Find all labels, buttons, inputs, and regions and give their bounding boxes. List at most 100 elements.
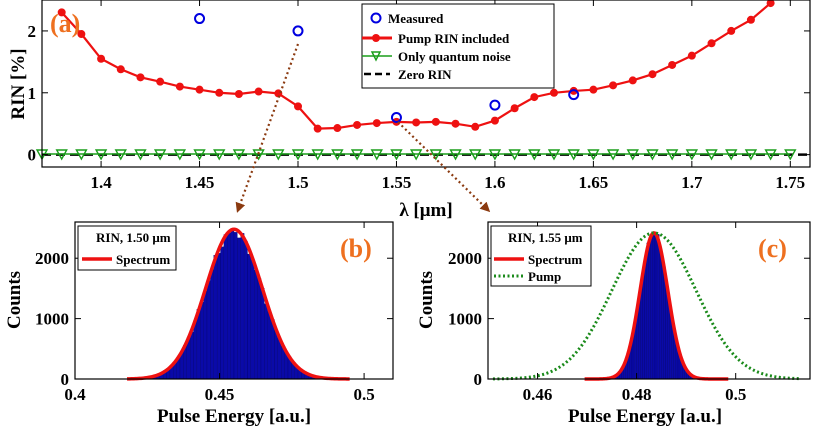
panel-a-legend: Measured Pump RIN included Only quantum … [361,3,555,89]
legend-title: RIN, 1.50 μm [96,230,171,245]
measured-point [489,99,501,111]
histogram-bar [237,237,241,380]
pump-rin-point [746,15,755,24]
quantum-noise-point [784,149,797,161]
panel-b-label: (b) [340,234,372,263]
quantum-noise-point [252,149,265,161]
legend-box [77,225,177,271]
histogram-bar [210,269,214,380]
pump-rin-point [510,104,519,113]
quantum-noise-point [665,149,679,161]
histogram-bar [190,331,194,380]
legend-spectrum: Spectrum [528,252,582,267]
pump-rin-point [215,88,224,97]
histogram-bar [216,253,221,380]
measured-point [292,25,304,37]
quantum-noise-point [134,149,147,161]
panel-b: 0.4 0.45 0.5 0 1000 2000 (b) Pulse Energy [a… [4,221,394,427]
x-tick-label: 0.48 [622,385,652,404]
panel-a-label: (a) [50,9,80,38]
quantum-noise-point [744,149,758,161]
pump-rin-point [116,65,125,74]
legend-quantum-marker [370,51,382,62]
pump-rin-point [609,81,618,90]
quantum-noise-point [153,149,167,161]
histogram-bar [200,301,204,380]
quantum-noise-point [311,149,324,161]
x-tick-label: 1.75 [775,173,805,192]
panel-a: 1.4 1.45 1.5 1.55 1.6 1.65 1.7 1.75 0 1 2 (a) λ [… [8,0,811,221]
histogram-bar [227,232,231,380]
pump-rin-point [333,124,342,133]
pump-rin-point [490,116,499,125]
histogram-bar [250,259,255,380]
x-tick-label: 1.6 [484,173,505,192]
quantum-noise-point [646,149,659,161]
quantum-noise-point [508,149,521,161]
x-tick-label: 0.5 [725,385,746,404]
pump-rin-point [471,122,480,131]
quantum-noise-point [685,149,699,161]
histogram-bar [654,234,658,380]
x-tick-label: 0.4 [64,385,86,404]
histogram-bar [230,229,235,380]
quantum-noise-point [449,149,462,161]
quantum-noise-point [488,149,502,161]
quantum-noise-point [390,149,403,161]
x-tick-label: 1.55 [382,173,412,192]
quantum-noise-point [409,149,423,161]
histogram-bar [267,311,272,380]
x-tick-label: 1.4 [90,173,112,192]
histogram-bar [644,256,647,380]
x-tick-label: 1.65 [579,173,609,192]
panel-c-xlabel: Pulse Energy [a.u.] [568,406,722,427]
pump-rin-point [687,51,696,60]
quantum-noise-point [528,149,541,161]
histogram-bar [659,249,662,380]
arrow-to-panel-c [397,121,491,213]
histogram-bar [652,234,656,380]
histogram-bar [642,272,645,380]
quantum-noise-point [587,149,600,161]
histogram-bar [213,255,218,380]
pump-rin-point [77,30,86,39]
histogram-bar [650,234,654,380]
panel-c: 0.46 0.48 0.5 0 1000 2000 (c) Pulse Energy [… [416,221,811,427]
quantum-noise-point [75,149,88,161]
quantum-noise-point [272,149,285,161]
x-tick-label: 1.45 [185,173,215,192]
histogram-bar [240,233,245,380]
x-tick-label: 1.7 [681,173,703,192]
measured-point [194,13,206,25]
legend-box [361,3,555,89]
quantum-noise-point [94,149,108,161]
x-tick-label: 0.46 [523,385,553,404]
pump-rin-point [412,118,421,127]
quantum-noise-point [567,149,580,161]
histogram-bar [193,320,198,380]
y-tick-label: 0 [61,370,70,389]
pump-rin-point [707,39,716,48]
quantum-noise-point [429,149,443,161]
histogram-bar [243,240,248,380]
quantum-noise-point [370,149,383,161]
pump-rin-point [234,90,243,99]
measured-point [390,112,402,124]
y-tick-label: 2 [28,22,37,41]
y-tick-label: 2000 [35,249,69,268]
histogram-bar [264,303,268,380]
quantum-noise-point [626,149,639,161]
pump-rin-point [136,73,145,82]
histogram-bar [223,234,228,380]
panel-c-frame [487,221,811,380]
quantum-noise-point [55,149,68,161]
quantum-noise-point [193,149,206,161]
quantum-noise-point [705,149,718,161]
pump-rin-point [530,93,539,102]
histogram-bar [247,253,252,380]
histogram-bar [203,290,208,380]
panel-c-legend: RIN, 1.55 μm Spectrum Pump [490,225,592,287]
quantum-noise-point [173,149,187,161]
panel-a-frame [41,0,811,168]
